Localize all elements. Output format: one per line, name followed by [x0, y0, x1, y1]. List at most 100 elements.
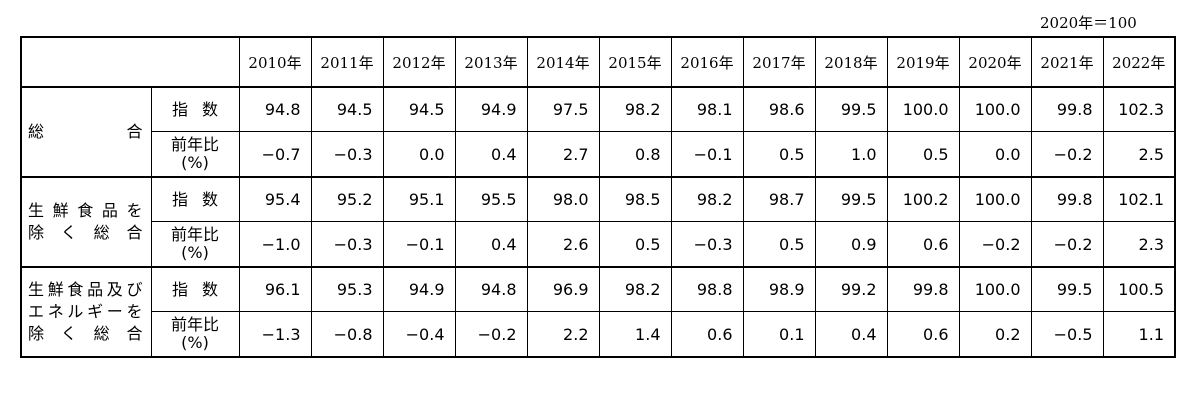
index-cell: 100.0 — [886, 86, 960, 132]
index-cell: 97.5 — [526, 86, 600, 132]
table-row-index: 総 合指数 94.8 94.5 94.5 94.9 97.5 98.2 98.1 98.6 99.… — [20, 86, 1176, 178]
yoy-cell: −0.2 — [1030, 221, 1104, 268]
group-label-line: 生鮮食品を — [28, 201, 143, 220]
row-label-yoy-line2: (%) — [181, 153, 209, 172]
index-cell: 99.8 — [886, 266, 960, 312]
yoy-cell: 2.5 — [1102, 131, 1176, 178]
row-label-yoy: 前年比 (%) — [150, 221, 240, 268]
yoy-cell: 2.7 — [526, 131, 600, 178]
index-cell: 99.8 — [1030, 86, 1104, 132]
yoy-cell: −0.3 — [310, 221, 384, 268]
yoy-cell: 2.3 — [1102, 221, 1176, 268]
yoy-cell: −0.4 — [382, 311, 456, 358]
index-cell: 94.9 — [382, 266, 456, 312]
table-row-yoy: 前年比 (%) −0.7 −0.3 0.0 0.4 2.7 0.8 −0.1 0.5 1.0 0.5 0… — [21, 131, 1176, 178]
index-cell: 94.9 — [454, 86, 528, 132]
index-cell: 94.5 — [382, 86, 456, 132]
yoy-cell: −0.7 — [238, 131, 312, 178]
index-cell: 100.0 — [958, 176, 1032, 222]
row-label-yoy-line1: 前年比 — [170, 135, 219, 154]
index-cell: 100.5 — [1102, 266, 1176, 312]
yoy-cell: −0.2 — [454, 311, 528, 358]
index-cell: 95.5 — [454, 176, 528, 222]
index-cell: 99.5 — [814, 176, 888, 222]
yoy-cell: 0.6 — [670, 311, 744, 358]
row-label-index: 指数 — [150, 266, 240, 312]
header-row: 2010年 2011年 2012年 2013年 2014年 2015年 2016年 2017年… — [20, 36, 1176, 88]
yoy-cell: 0.0 — [382, 131, 456, 178]
yoy-cell: 0.2 — [958, 311, 1032, 358]
row-label-yoy-line2: (%) — [181, 243, 209, 262]
index-cell: 99.8 — [1030, 176, 1104, 222]
index-cell: 94.5 — [310, 86, 384, 132]
yoy-cell: 0.8 — [598, 131, 672, 178]
group-label-line: 除く総合 — [28, 324, 143, 343]
index-cell: 95.4 — [238, 176, 312, 222]
yoy-cell: −0.3 — [310, 131, 384, 178]
group-label-line: 除く総合 — [28, 223, 143, 242]
row-label-yoy-line1: 前年比 — [170, 315, 219, 334]
index-cell: 98.9 — [742, 266, 816, 312]
yoy-cell: 0.4 — [454, 131, 528, 178]
index-cell: 102.3 — [1102, 86, 1176, 132]
table-row-yoy: 前年比 (%) −1.3 −0.8 −0.4 −0.2 2.2 1.4 0.6 0.1 0.4 0.6… — [21, 311, 1176, 358]
yoy-cell: −0.8 — [310, 311, 384, 358]
year-header: 2019年 — [886, 36, 960, 88]
index-cell: 102.1 — [1102, 176, 1176, 222]
index-cell: 100.0 — [958, 266, 1032, 312]
group-label-line: 生鮮食品及び — [28, 280, 143, 299]
yoy-cell: 0.4 — [814, 311, 888, 358]
cpi-table: 2010年 2011年 2012年 2013年 2014年 2015年 2016年 2017年… — [20, 36, 1176, 358]
yoy-cell: 0.5 — [598, 221, 672, 268]
year-header: 2012年 — [382, 36, 456, 88]
index-cell: 98.0 — [526, 176, 600, 222]
index-cell: 94.8 — [454, 266, 528, 312]
yoy-cell: −0.2 — [958, 221, 1032, 268]
index-cell: 95.1 — [382, 176, 456, 222]
index-cell: 99.5 — [814, 86, 888, 132]
year-header: 2014年 — [526, 36, 600, 88]
index-cell: 98.2 — [598, 86, 672, 132]
index-cell: 94.8 — [238, 86, 312, 132]
yoy-cell: 0.5 — [742, 131, 816, 178]
year-header: 2010年 — [238, 36, 312, 88]
year-header: 2016年 — [670, 36, 744, 88]
index-cell: 95.2 — [310, 176, 384, 222]
header-corner — [20, 36, 240, 88]
table-row-yoy: 前年比 (%) −1.0 −0.3 −0.1 0.4 2.6 0.5 −0.3 0.5 0.9 0.6… — [21, 221, 1176, 268]
yoy-cell: 0.9 — [814, 221, 888, 268]
index-cell: 98.7 — [742, 176, 816, 222]
index-cell: 98.2 — [598, 266, 672, 312]
index-cell: 95.3 — [310, 266, 384, 312]
group-label-line: エネルギーを — [28, 302, 143, 321]
yoy-cell: 0.0 — [958, 131, 1032, 178]
cpi-table-body: 2010年 2011年 2012年 2013年 2014年 2015年 2016年 2017年… — [20, 36, 1176, 358]
index-cell: 98.6 — [742, 86, 816, 132]
index-cell: 98.5 — [598, 176, 672, 222]
index-cell: 98.8 — [670, 266, 744, 312]
row-label-yoy-line1: 前年比 — [170, 225, 219, 244]
yoy-cell: 0.5 — [742, 221, 816, 268]
row-label-yoy: 前年比 (%) — [150, 131, 240, 178]
index-cell: 100.2 — [886, 176, 960, 222]
yoy-cell: −0.5 — [1030, 311, 1104, 358]
yoy-cell: 0.6 — [886, 221, 960, 268]
row-label-yoy: 前年比 (%) — [150, 311, 240, 358]
index-cell: 98.1 — [670, 86, 744, 132]
index-cell: 96.1 — [238, 266, 312, 312]
year-header: 2020年 — [958, 36, 1032, 88]
unit-note: 2020年＝100 — [1040, 14, 1137, 32]
year-header: 2022年 — [1102, 36, 1176, 88]
table-row-index: 生鮮食品及び エネルギーを 除く総合 指数 96.1 95.3 94.9 94.8 96.9 98… — [20, 266, 1176, 358]
row-label-index: 指数 — [150, 86, 240, 132]
index-cell: 96.9 — [526, 266, 600, 312]
index-cell: 98.2 — [670, 176, 744, 222]
yoy-cell: 0.1 — [742, 311, 816, 358]
yoy-cell: 0.6 — [886, 311, 960, 358]
group-label: 生鮮食品を 除く総合 — [20, 176, 152, 268]
yoy-cell: −0.1 — [382, 221, 456, 268]
yoy-cell: −0.1 — [670, 131, 744, 178]
yoy-cell: 0.5 — [886, 131, 960, 178]
yoy-cell: −1.0 — [238, 221, 312, 268]
year-header: 2017年 — [742, 36, 816, 88]
